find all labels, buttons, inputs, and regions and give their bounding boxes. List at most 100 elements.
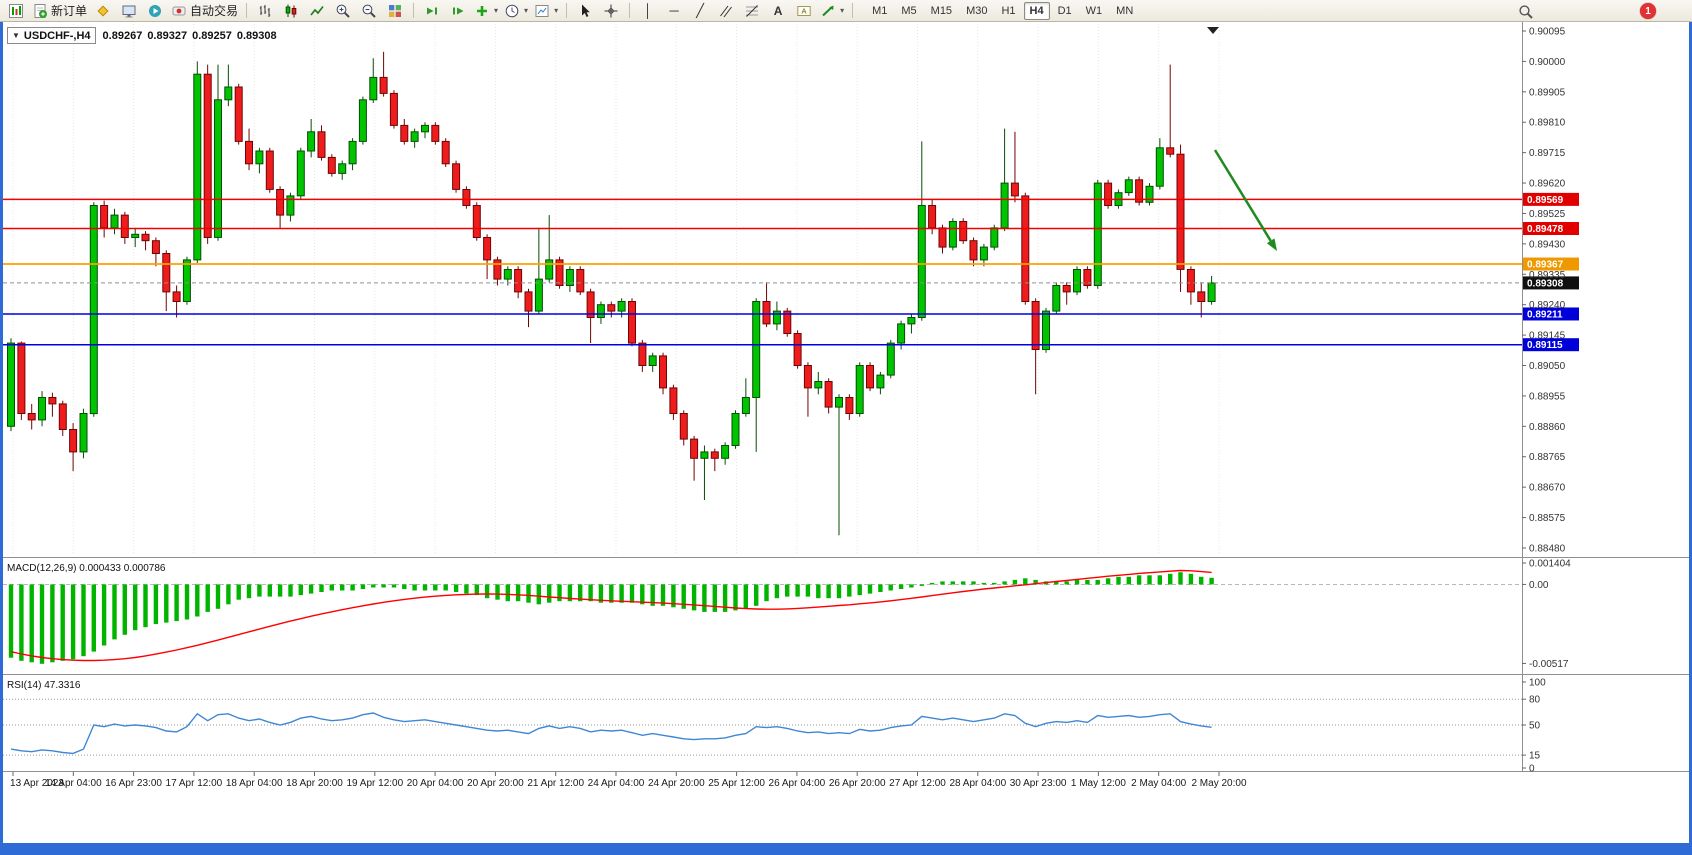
- trendline-button[interactable]: ╱: [688, 1, 712, 20]
- svg-text:0.90095: 0.90095: [1529, 27, 1566, 38]
- cursor-button[interactable]: [573, 1, 597, 20]
- svg-text:0.89145: 0.89145: [1529, 331, 1566, 342]
- strategy-tester-button[interactable]: [143, 1, 167, 20]
- auto-scroll-icon: [427, 7, 438, 14]
- trend-arrow-annotation[interactable]: [1213, 149, 1277, 251]
- autotrading-button[interactable]: 自动交易: [169, 1, 240, 20]
- notification-badge[interactable]: 1: [1640, 3, 1656, 19]
- svg-text:0.89569: 0.89569: [1527, 195, 1564, 206]
- clock-icon: [505, 4, 519, 17]
- horizontal-line-icon: ─: [669, 3, 679, 18]
- text-label-icon: A: [797, 5, 811, 16]
- svg-text:0.89367: 0.89367: [1527, 260, 1564, 271]
- chevron-down-icon: ▾: [554, 6, 559, 15]
- svg-text:24 Apr 20:00: 24 Apr 20:00: [648, 778, 705, 789]
- channel-button[interactable]: [714, 1, 738, 20]
- svg-text:0.89211: 0.89211: [1527, 309, 1563, 320]
- timeframe-button-w1[interactable]: W1: [1085, 4, 1103, 17]
- svg-text:0.89478: 0.89478: [1527, 224, 1564, 235]
- chart-canvas[interactable]: 0.89569 0.89478 0.89367 0.89308 0.89211 0.891…: [3, 22, 1689, 843]
- new-order-label: 新订单: [51, 4, 88, 18]
- toolbar-separator: [852, 3, 854, 18]
- svg-text:2 May 04:00: 2 May 04:00: [1131, 778, 1186, 789]
- terminal-button[interactable]: [117, 1, 141, 20]
- svg-text:28 Apr 04:00: 28 Apr 04:00: [949, 778, 1006, 789]
- candlesticks: [7, 51, 1216, 536]
- svg-text:15: 15: [1529, 751, 1541, 762]
- crosshair-button[interactable]: [599, 1, 623, 20]
- chart-shift-marker[interactable]: [1207, 27, 1219, 34]
- vertical-line-icon: │: [644, 3, 653, 18]
- horizontal-line-button[interactable]: ─: [662, 1, 686, 20]
- crosshair-icon: [604, 4, 618, 17]
- close-value: 0.89308: [236, 29, 277, 42]
- zoom-in-icon: [336, 4, 350, 18]
- svg-text:19 Apr 12:00: 19 Apr 12:00: [346, 778, 403, 789]
- auto-scroll-button[interactable]: [420, 1, 444, 20]
- timeframe-button-h4[interactable]: H4: [1023, 1, 1050, 20]
- timeframe-button-m15[interactable]: M15: [930, 4, 953, 17]
- horizontal-level-lines[interactable]: 0.89569 0.89478 0.89367 0.89308 0.89211 0.891…: [3, 192, 1579, 352]
- timeframe-button-mn[interactable]: MN: [1116, 4, 1134, 17]
- svg-text:1 May 12:00: 1 May 12:00: [1071, 778, 1126, 789]
- svg-text:-0.00517: -0.00517: [1529, 659, 1569, 670]
- fibonacci-button[interactable]: [740, 1, 764, 20]
- text-button[interactable]: A: [766, 1, 790, 20]
- timeframe-button-h1[interactable]: H1: [1001, 4, 1016, 17]
- line-chart-icon: [310, 5, 324, 15]
- zoom-in-button[interactable]: [331, 1, 355, 20]
- symbol-period-label: USDCHF-,H4: [23, 29, 91, 42]
- new-order-button[interactable]: 新订单: [30, 1, 89, 20]
- timeframe-button-m5[interactable]: M5: [901, 4, 917, 17]
- timeframe-button-m1[interactable]: M1: [872, 4, 888, 17]
- candlestick-chart-button[interactable]: [279, 1, 303, 20]
- arrows-button[interactable]: ▾: [818, 1, 846, 20]
- svg-text:0.89525: 0.89525: [1529, 209, 1566, 220]
- svg-text:50: 50: [1529, 721, 1541, 732]
- svg-text:0.88480: 0.88480: [1529, 543, 1566, 554]
- new-chart-button[interactable]: [4, 1, 28, 20]
- terminal-icon: [122, 5, 136, 17]
- text-label-button[interactable]: A: [792, 1, 816, 20]
- svg-text:MACD(12,26,9) 0.000433 0.00078: MACD(12,26,9) 0.000433 0.000786: [7, 563, 166, 574]
- main-toolbar: 新订单 自动交易: [0, 0, 1692, 22]
- fibonacci-icon: [746, 4, 759, 17]
- price-axis: 0.90095 0.90000 0.89905 0.89810 0.89715 0.896…: [1522, 22, 1566, 771]
- svg-text:0.89335: 0.89335: [1529, 270, 1566, 281]
- template-icon: [535, 4, 549, 17]
- bar-chart-button[interactable]: [253, 1, 277, 20]
- equidistant-channel-icon: [720, 5, 732, 17]
- periods-button[interactable]: ▾: [502, 1, 530, 20]
- svg-text:13 Apr 2023: 13 Apr 2023: [10, 778, 64, 789]
- symbol-dropdown[interactable]: ▼ USDCHF-,H4: [7, 27, 96, 44]
- timeframe-button-d1[interactable]: D1: [1057, 4, 1072, 17]
- rsi-panel: 100 80 50 15 0 RSI(14) 47.3316: [3, 678, 1546, 775]
- indicators-button[interactable]: ▾: [472, 1, 500, 20]
- svg-text:0.90000: 0.90000: [1529, 57, 1566, 68]
- toolbar-separator: [413, 3, 415, 18]
- timeframe-toolbar: M1 M5 M15 M30 H1 H4 D1 W1 MN: [865, 1, 1140, 20]
- vertical-line-button[interactable]: │: [636, 1, 660, 20]
- search-icon: [1519, 4, 1533, 19]
- cursor-icon: [582, 4, 590, 17]
- chart-shift-button[interactable]: [446, 1, 470, 20]
- svg-text:A: A: [802, 6, 807, 15]
- indicators-icon: [477, 5, 488, 16]
- timeframe-button-m30[interactable]: M30: [966, 4, 988, 17]
- svg-text:100: 100: [1529, 678, 1546, 689]
- svg-text:20 Apr 04:00: 20 Apr 04:00: [407, 778, 464, 789]
- autotrading-icon: [172, 6, 186, 15]
- line-chart-button[interactable]: [305, 1, 329, 20]
- svg-text:0.88765: 0.88765: [1529, 452, 1566, 463]
- metaeditor-button[interactable]: [91, 1, 115, 20]
- zoom-out-button[interactable]: [357, 1, 381, 20]
- tile-windows-button[interactable]: [383, 1, 407, 20]
- search-button[interactable]: [1514, 2, 1538, 21]
- chevron-down-icon: ▾: [524, 6, 529, 15]
- chart-window: 0.89569 0.89478 0.89367 0.89308 0.89211 0.891…: [3, 22, 1689, 843]
- svg-text:80: 80: [1529, 695, 1541, 706]
- svg-text:0.89308: 0.89308: [1527, 278, 1564, 289]
- svg-text:25 Apr 12:00: 25 Apr 12:00: [708, 778, 765, 789]
- templates-button[interactable]: ▾: [532, 1, 560, 20]
